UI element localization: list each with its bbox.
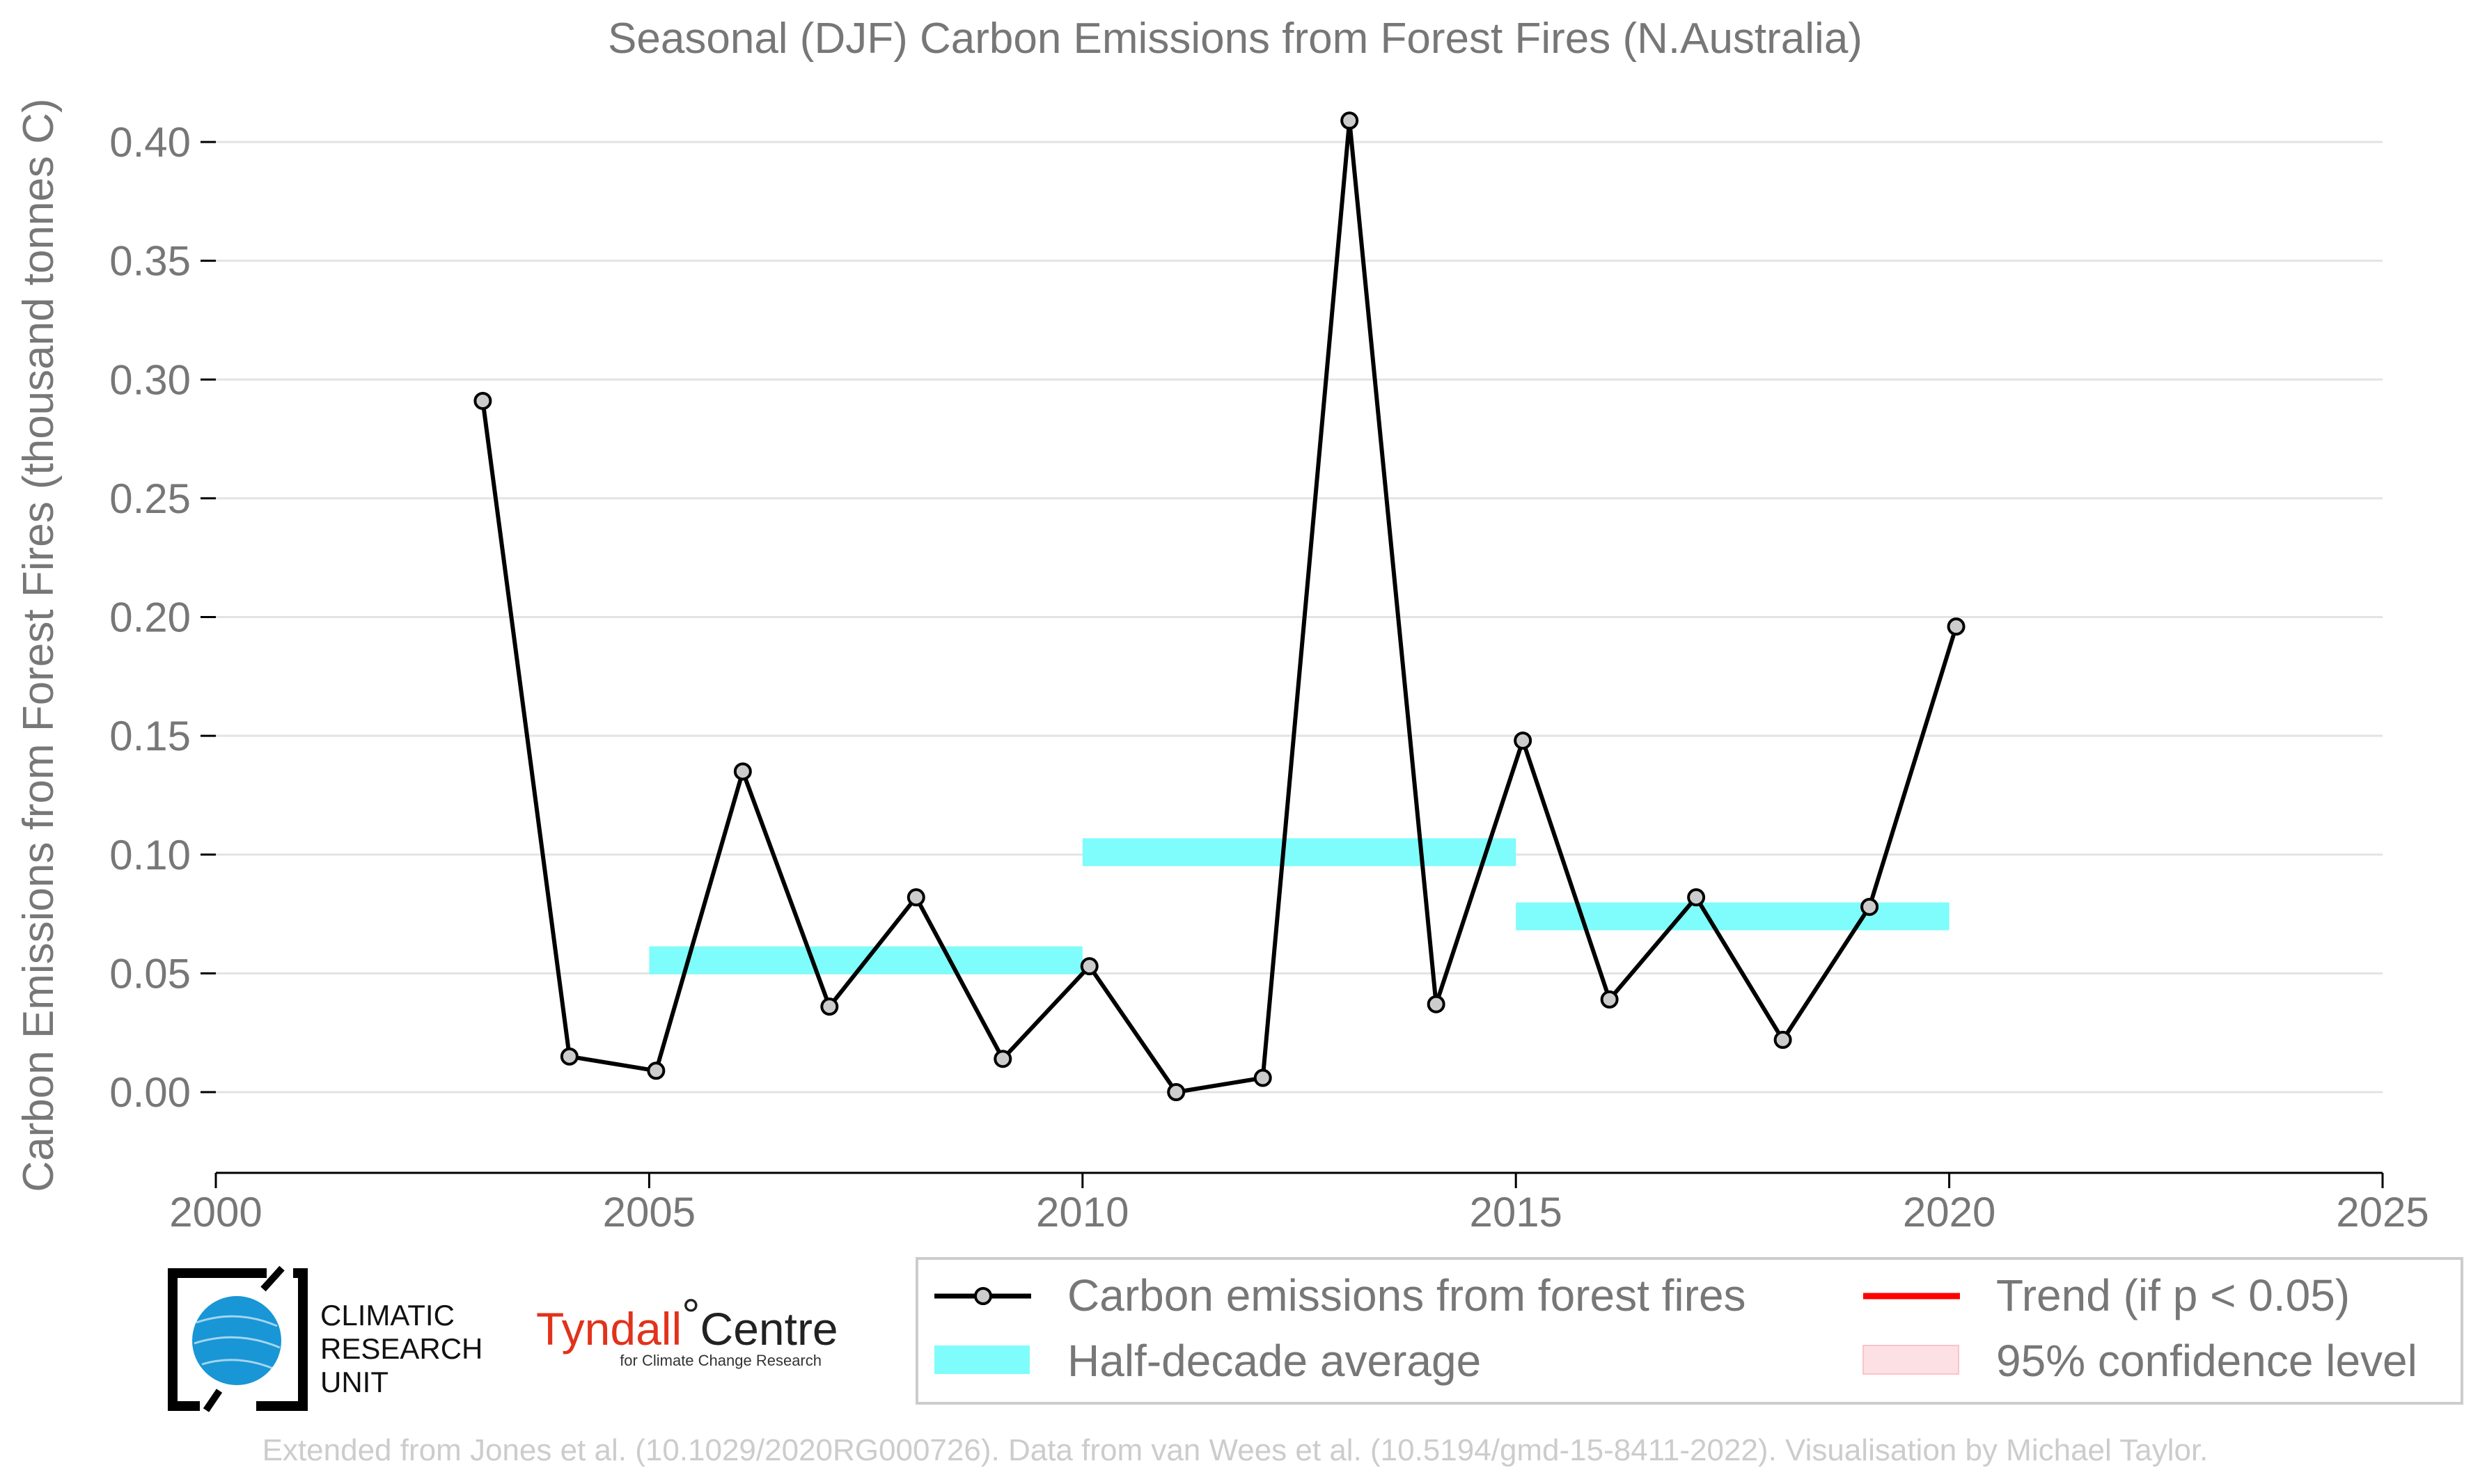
legend-confidence-label: 95% confidence level [1996, 1336, 2417, 1386]
gridlines [216, 141, 2383, 1094]
globe-icon-lines [194, 1315, 281, 1370]
emissions-point [1080, 957, 1099, 976]
x-axis-ticks: 2000 2005 2010 2015 2020 2025 [169, 1173, 2429, 1236]
emissions-point [733, 762, 752, 781]
tyndall-logo-subtitle: for Climate Change Research [620, 1352, 822, 1369]
x-tick-label: 2010 [1036, 1189, 1129, 1236]
legend-emissions-label: Carbon emissions from forest fires [1067, 1270, 1746, 1320]
cru-logo-text-3: UNIT [320, 1366, 389, 1398]
tyndall-logo-name: Tyndall°Centre [536, 1289, 838, 1355]
emissions-point [1773, 1030, 1792, 1049]
tyndall-logo-centre: Centre [700, 1303, 838, 1355]
emissions-point [1600, 990, 1619, 1009]
emissions-point [1514, 731, 1532, 750]
footer-credit: Extended from Jones et al. (10.1029/2020… [262, 1433, 2209, 1467]
emissions-point [1687, 888, 1706, 907]
emissions-point [1167, 1083, 1186, 1101]
legend-box [916, 1257, 2463, 1405]
y-tick-label: 0.05 [109, 950, 191, 997]
legend-trend-label: Trend (if p < 0.05) [1996, 1270, 2350, 1320]
y-tick-label: 0.00 [109, 1069, 191, 1116]
y-tick-label: 0.40 [109, 119, 191, 166]
cru-logo: CLIMATIC RESEARCH UNIT [168, 1265, 483, 1412]
legend-average-swatch [934, 1345, 1030, 1374]
x-tick-label: 2020 [1903, 1189, 1995, 1236]
x-tick-label: 2000 [169, 1189, 262, 1236]
x-tick-label: 2015 [1469, 1189, 1562, 1236]
cru-logo-text-2: RESEARCH [320, 1332, 483, 1365]
emissions-point [1253, 1068, 1272, 1087]
emissions-series [473, 111, 1966, 1101]
y-tick-label: 0.25 [109, 475, 191, 522]
emissions-point [560, 1047, 579, 1066]
emissions-point [647, 1061, 666, 1080]
chart-title: Seasonal (DJF) Carbon Emissions from For… [608, 15, 1862, 63]
half-decade-averages [649, 838, 1950, 974]
cru-logo-slash [203, 1265, 285, 1412]
x-tick-label: 2025 [2336, 1189, 2429, 1236]
emissions-point [907, 888, 925, 907]
y-axis-ticks: 0.00 0.05 0.10 0.15 0.20 0.25 0.30 0.35 0.40 [109, 119, 216, 1116]
emissions-point [1427, 995, 1445, 1013]
y-tick-label: 0.20 [109, 594, 191, 641]
y-tick-label: 0.10 [109, 832, 191, 878]
emissions-point [473, 391, 492, 410]
cru-logo-text-1: CLIMATIC [320, 1299, 455, 1332]
emissions-point [1947, 617, 1966, 636]
emissions-point [820, 997, 839, 1016]
emissions-point [994, 1050, 1012, 1068]
emissions-point [1340, 111, 1359, 130]
tyndall-logo: Tyndall°Centre for Climate Change Resear… [536, 1289, 838, 1369]
legend-confidence-swatch [1862, 1345, 1959, 1375]
emissions-point [1860, 897, 1879, 916]
half-decade-average-bar [1082, 838, 1516, 867]
y-tick-label: 0.15 [109, 713, 191, 759]
legend: Carbon emissions from forest fires Half-… [916, 1257, 2463, 1405]
y-tick-label: 0.35 [109, 238, 191, 285]
legend-average-label: Half-decade average [1067, 1336, 1481, 1386]
emissions-line [480, 118, 1959, 1094]
y-axis-label: Carbon Emissions from Forest Fires (thou… [15, 98, 63, 1192]
legend-emissions-marker [974, 1287, 992, 1305]
cru-logo-frame [168, 1268, 308, 1411]
tyndall-logo-word: Tyndall [536, 1303, 682, 1355]
x-tick-label: 2005 [603, 1189, 696, 1236]
tyndall-logo-degree: ° [682, 1289, 700, 1341]
y-tick-label: 0.30 [109, 356, 191, 403]
